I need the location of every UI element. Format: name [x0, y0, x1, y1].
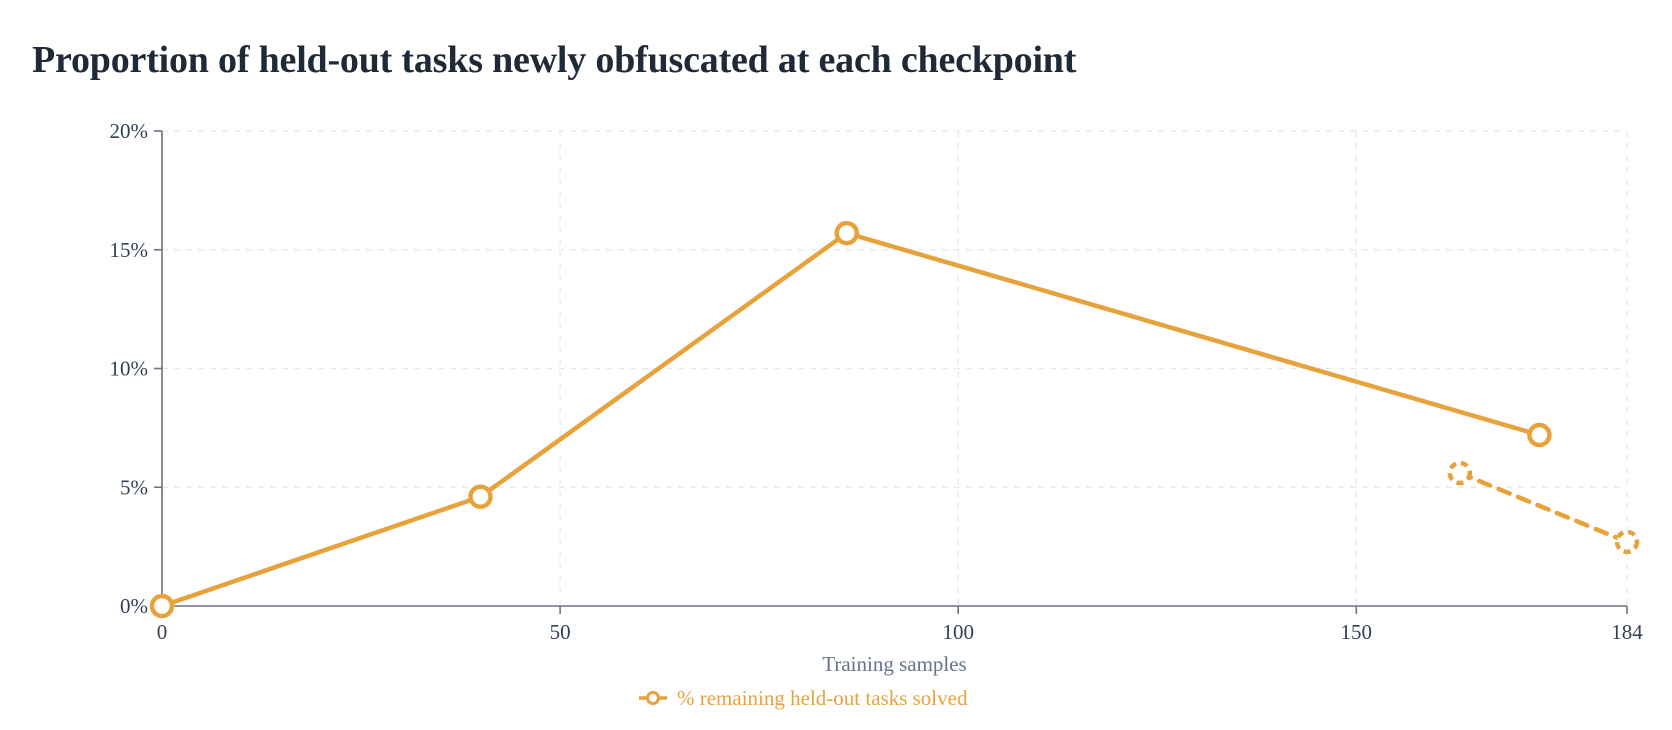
x-tick-label: 50 — [550, 620, 571, 644]
series-group — [149, 220, 1640, 619]
x-tick-label: 184 — [1611, 620, 1643, 644]
y-tick-label: 20% — [110, 119, 149, 143]
y-tick-label: 0% — [120, 594, 148, 618]
x-axis-label: Training samples — [822, 652, 966, 676]
x-tick-label: 150 — [1341, 620, 1373, 644]
series-line — [159, 230, 1542, 609]
dashed-series-line — [1457, 470, 1630, 545]
dashed-data-point[interactable] — [1614, 529, 1640, 555]
series-2 — [1447, 460, 1640, 555]
axes — [154, 130, 1628, 614]
y-tick-label: 15% — [110, 238, 149, 262]
grid-lines — [162, 130, 1628, 607]
data-point[interactable] — [149, 593, 175, 619]
dashed-data-point[interactable] — [1447, 460, 1473, 486]
data-point[interactable] — [834, 220, 859, 246]
series-1 — [149, 220, 1552, 619]
data-point[interactable] — [1527, 422, 1552, 448]
legend-marker-swatch — [646, 691, 660, 705]
legend-label: % remaining held-out tasks solved — [677, 686, 968, 710]
y-tick-label: 10% — [110, 357, 149, 381]
tick-labels: 0% 5% 10% 15% 20% 0 50 100 150 184 — [110, 119, 1644, 644]
y-tick-label: 5% — [120, 475, 148, 499]
legend[interactable]: % remaining held-out tasks solved — [639, 686, 968, 710]
x-tick-label: 100 — [942, 620, 974, 644]
x-tick-label: 0 — [157, 620, 168, 644]
data-point[interactable] — [468, 484, 493, 509]
chart-title: Proportion of held-out tasks newly obfus… — [32, 39, 1077, 81]
legend-item[interactable]: % remaining held-out tasks solved — [639, 686, 968, 710]
